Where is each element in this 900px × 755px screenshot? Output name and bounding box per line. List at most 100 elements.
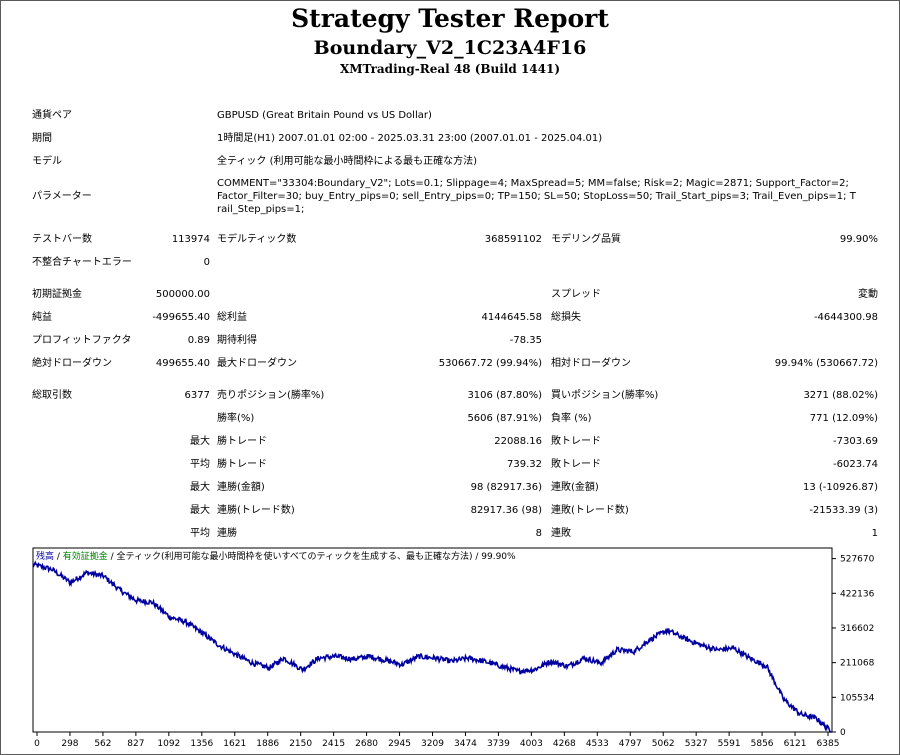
mismatch-value: 0 [203, 257, 210, 268]
x-tick-label: 1886 [256, 739, 279, 749]
balance-chart: 残高 / 有効証拠金 / 全ティック(利用可能な最小時間枠を使いすべてのティック… [32, 547, 898, 749]
avg-win-label: 勝トレード [217, 459, 267, 470]
x-tick-label: 2415 [322, 739, 345, 749]
spread-value: 変動 [858, 289, 878, 300]
y-axis: 527670 422136 316602 211068 105534 0 [832, 555, 875, 738]
qualifier-max: 最大 [190, 482, 210, 493]
chart-legend: 残高 / 有効証拠金 / 全ティック(利用可能な最小時間枠を使いすべてのティック… [36, 550, 516, 562]
x-tick-label: 298 [61, 739, 78, 749]
loss-rate-value: 771 (12.09%) [809, 413, 878, 424]
x-tick-label: 562 [94, 739, 111, 749]
y-tick-label: 316602 [840, 624, 874, 634]
rel-drawdown-label: 相対ドローダウン [551, 358, 631, 369]
rel-drawdown-value: 99.94% (530667.72) [774, 358, 878, 369]
x-tick-label: 0 [34, 739, 40, 749]
max-consec-wins-label: 連勝(金額) [217, 482, 265, 493]
long-positions-label: 買いポジション(勝率%) [551, 390, 659, 401]
avg-loss-value: -6023.74 [833, 459, 878, 470]
max-consec-losses-value: 13 (-10926.87) [802, 482, 878, 493]
avg-win-value: 739.32 [507, 459, 542, 470]
gross-profit-label: 総利益 [217, 312, 247, 323]
max-consec-loss-label: 連敗(トレード数) [551, 505, 629, 516]
short-positions-label: 売りポジション(勝率%) [217, 390, 325, 401]
win-rate-label: 勝率(%) [217, 413, 255, 424]
params-value: COMMENT="33304:Boundary_V2"; Lots=0.1; S… [217, 178, 856, 215]
x-axis: 0 298 562 827 1092 1356 1621 1886 2150 2415 2680 29… [34, 732, 839, 749]
plot-area [32, 547, 833, 733]
x-tick-label: 3739 [487, 739, 510, 749]
qualifier-avg: 平均 [190, 528, 210, 539]
x-tick-label: 1621 [223, 739, 246, 749]
gross-loss-label: 総損失 [551, 312, 581, 323]
gross-profit-value: 4144645.58 [481, 312, 542, 323]
net-profit-value: -499655.40 [152, 312, 210, 323]
largest-win-label: 勝トレード [217, 436, 267, 447]
gross-loss-value: -4644300.98 [813, 312, 878, 323]
qualifier-avg: 平均 [190, 459, 210, 470]
x-tick-label: 1356 [190, 739, 213, 749]
total-trades-label: 総取引数 [32, 390, 72, 401]
server-build: XMTrading-Real 48 (Build 1441) [339, 62, 561, 76]
x-tick-label: 3209 [421, 739, 444, 749]
model-value: 全ティック (利用可能な最小時間枠による最も正確な方法) [217, 156, 478, 167]
x-tick-label: 5327 [685, 739, 708, 749]
x-tick-label: 5591 [718, 739, 741, 749]
spread-label: スプレッド [551, 289, 601, 300]
loss-rate-label: 負率 (%) [551, 413, 592, 424]
params-label: パラメーター [32, 191, 92, 202]
y-tick-label: 105534 [840, 693, 875, 703]
deposit-value: 500000.00 [155, 289, 210, 300]
legend-item-1: / [54, 552, 63, 562]
series-group [32, 560, 832, 733]
largest-loss-value: -7303.69 [833, 436, 878, 447]
balance-series-line [32, 560, 832, 733]
model-label: モデル [32, 156, 62, 167]
ticks-value: 368591102 [484, 234, 542, 245]
max-consec-loss-value: -21533.39 (3) [809, 505, 878, 516]
profit-factor-label: プロフィットファクタ [32, 335, 132, 346]
x-tick-label: 2150 [289, 739, 312, 749]
symbol-value: GBPUSD (Great Britain Pound vs US Dollar… [217, 110, 432, 121]
max-consec-profit-label: 連勝(トレード数) [217, 505, 295, 516]
expected-payoff-label: 期待利得 [217, 335, 257, 346]
x-tick-label: 1092 [157, 739, 180, 749]
report-title: Strategy Tester Report [291, 4, 609, 33]
net-profit-label: 純益 [32, 312, 52, 323]
avg-consec-wins-label: 連勝 [217, 528, 237, 539]
ticks-label: モデルティック数 [217, 234, 297, 245]
y-tick-label: 0 [840, 728, 846, 738]
avg-loss-label: 敗トレード [551, 459, 601, 470]
x-tick-label: 5856 [751, 739, 774, 749]
x-tick-label: 4797 [619, 739, 642, 749]
x-tick-label: 4003 [520, 739, 543, 749]
max-consec-losses-label: 連敗(金額) [551, 482, 599, 493]
mismatch-label: 不整合チャートエラー [32, 257, 132, 268]
qualifier-max: 最大 [190, 505, 210, 516]
quality-label: モデリング品質 [551, 234, 621, 245]
qualifier-max: 最大 [190, 436, 210, 447]
expected-payoff-value: -78.35 [509, 335, 542, 346]
x-tick-label: 6385 [817, 739, 840, 749]
total-trades-value: 6377 [184, 390, 210, 401]
bars-label: テストバー数 [32, 234, 92, 245]
x-tick-label: 2945 [388, 739, 411, 749]
x-tick-label: 5062 [652, 739, 675, 749]
legend-item-0: 残高 [36, 550, 54, 562]
balance-chart-svg: 残高 / 有効証拠金 / 全ティック(利用可能な最小時間枠を使いすべてのティック… [32, 547, 898, 749]
max-consec-profit-value: 82917.36 (98) [470, 505, 542, 516]
legend-item-3: / 全ティック(利用可能な最小時間枠を使いすべてのティックを生成する、最も正確な… [108, 550, 516, 562]
largest-loss-label: 敗トレード [551, 436, 601, 447]
y-tick-label: 527670 [840, 555, 875, 565]
bars-value: 113974 [171, 234, 210, 245]
avg-consec-wins-value: 8 [535, 528, 542, 539]
max-drawdown-label: 最大ドローダウン [217, 358, 297, 369]
x-tick-label: 6121 [784, 739, 807, 749]
avg-consec-losses-label: 連敗 [551, 528, 571, 539]
x-tick-label: 4268 [553, 739, 576, 749]
max-consec-wins-value: 98 (82917.36) [470, 482, 542, 493]
short-positions-value: 3106 (87.80%) [467, 390, 542, 401]
largest-win-value: 22088.16 [494, 436, 542, 447]
symbol-label: 通貨ペア [32, 110, 72, 121]
x-tick-label: 3474 [454, 739, 477, 749]
avg-consec-losses-value: 1 [871, 528, 878, 539]
